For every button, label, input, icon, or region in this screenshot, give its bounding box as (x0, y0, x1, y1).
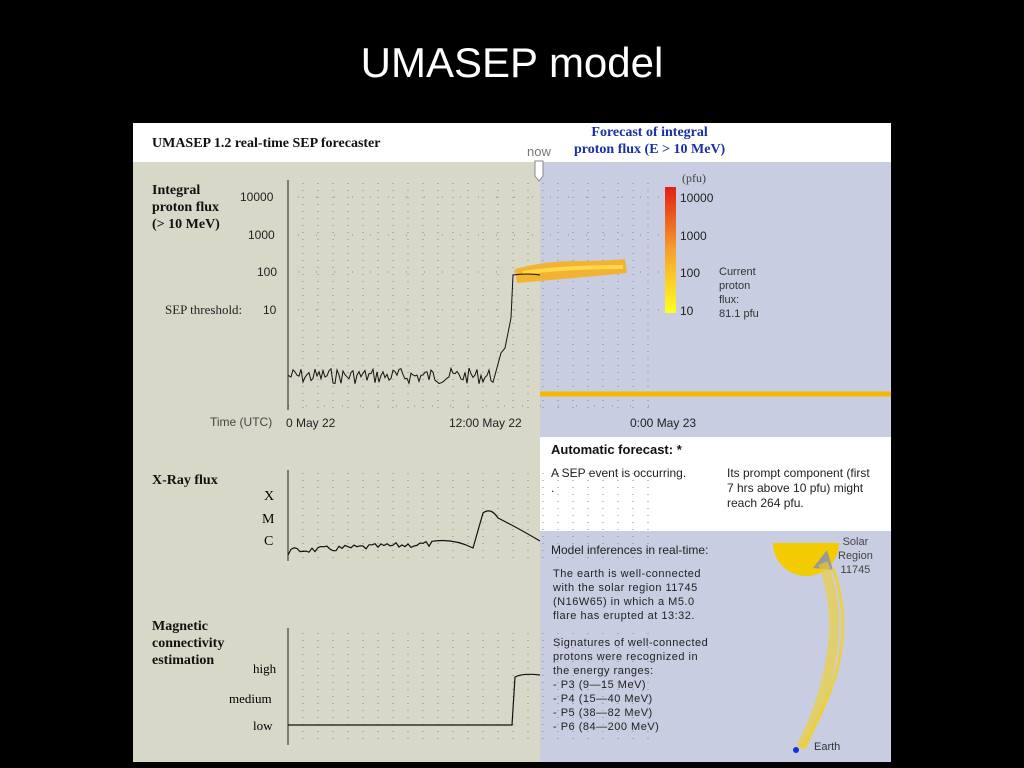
scale-tick: 10 (680, 304, 694, 318)
xray-class: X (264, 489, 275, 504)
prediction-line: Its prompt component (first (727, 466, 870, 480)
xray-class: C (264, 534, 274, 549)
y-tick-label: 10 (263, 303, 277, 317)
p1-line: flare has erupted at 13:32. (553, 610, 695, 622)
label-line: (> 10 MeV) (152, 217, 220, 232)
slide-title: UMASEP model (360, 39, 664, 86)
level-label: low (253, 718, 273, 733)
y-tick-label: 1000 (248, 228, 275, 242)
proton-label: Integral proton flux (> 10 MeV) (152, 184, 220, 235)
y-tick-label: 10000 (240, 190, 274, 204)
panel (133, 123, 891, 762)
label-line: estimation (152, 653, 215, 668)
scale-tick: 1000 (680, 229, 707, 243)
label-line: connectivity (152, 636, 225, 651)
p1-line: (N16W65) in which a M5.0 (553, 596, 695, 608)
unit-label: (pfu) (682, 171, 706, 185)
connectivity-label: Magnetic connectivity estimation (152, 620, 224, 671)
forecast-status: A SEP event is occurring. . (551, 467, 686, 497)
p1-line: with the solar region 11745 (553, 582, 698, 594)
current-line: 81.1 pfu (719, 308, 759, 320)
region-line: 11745 (840, 564, 871, 576)
current-line: proton (719, 280, 751, 292)
x-tick-label: 0:00 May 23 (630, 416, 697, 430)
current-line: flux: (719, 294, 740, 306)
p1-line: The earth is well-connected (553, 568, 702, 580)
p2-line: - P6 (84—200 MeV) (553, 721, 660, 733)
p2-line: the energy ranges: (553, 665, 654, 677)
current-line: Current (719, 266, 756, 278)
threshold-label: SEP threshold: (165, 302, 243, 317)
region-label: Solar Region 11745 (838, 537, 873, 579)
forecast-title-line: Forecast of integral (591, 125, 708, 140)
p2-line: - P3 (9—15 MeV) (553, 679, 647, 691)
xray-label: X-Ray flux (152, 473, 218, 488)
p2-line: - P4 (15—40 MeV) (553, 693, 653, 705)
region-line: Region (838, 550, 873, 562)
label-line: proton flux (152, 200, 220, 215)
prediction-line: 7 hrs above 10 pfu) might (727, 481, 864, 495)
xray-class: M (262, 512, 275, 527)
now-label: now (527, 144, 551, 159)
time-label: Time (UTC) (210, 415, 273, 429)
inferences-p2: Signatures of well-connected protons wer… (553, 638, 708, 736)
forecast-heading: Automatic forecast: * (551, 442, 682, 457)
y-tick-label: 100 (257, 265, 278, 279)
p2-line: - P5 (38—82 MeV) (553, 707, 653, 719)
forecast-title: Forecast of integral proton flux (E > 10… (574, 126, 725, 160)
status-line: A SEP event is occurring. (551, 466, 687, 480)
scale-tick: 100 (680, 266, 701, 280)
inferences-p1: The earth is well-connected with the sol… (553, 569, 701, 625)
label-line: Magnetic (152, 619, 208, 634)
x-tick-label: 12:00 May 22 (449, 416, 522, 430)
level-label: medium (229, 691, 272, 706)
earth-label: Earth (814, 741, 841, 753)
x-tick-label: 0 May 22 (286, 416, 336, 430)
level-label: high (253, 661, 277, 676)
status-line: . (551, 481, 555, 495)
p2-line: Signatures of well-connected (553, 637, 709, 649)
forecast-title-line: proton flux (E > 10 MeV) (574, 142, 726, 157)
label-line: Integral (152, 183, 201, 198)
scale-tick: 10000 (680, 191, 714, 205)
region-line: Solar (842, 536, 869, 548)
app-title: UMASEP 1.2 real-time SEP forecaster (152, 136, 381, 151)
p2-line: protons were recognized in (553, 651, 699, 663)
prediction-line: reach 264 pfu. (727, 496, 804, 510)
inferences-title: Model inferences in real-time: (551, 543, 709, 557)
forecast-prediction: Its prompt component (first 7 hrs above … (727, 467, 870, 512)
current-flux: Current proton flux: 81.1 pfu (719, 267, 759, 323)
